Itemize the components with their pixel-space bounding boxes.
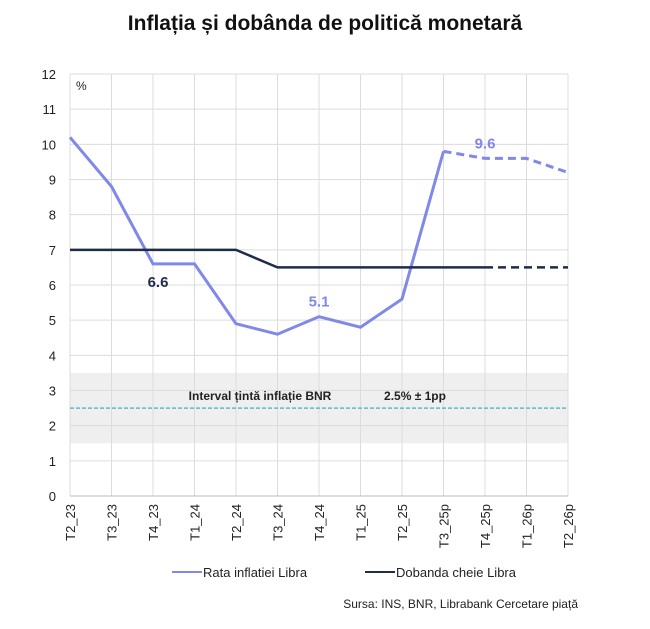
x-tick-label: T4_24 xyxy=(312,504,327,541)
x-tick-label: T2_23 xyxy=(63,504,78,541)
legend-label: Rata inflatiei Libra xyxy=(203,565,308,580)
x-tick-label: T1_26p xyxy=(520,504,535,548)
source-note: Sursa: INS, BNR, Librabank Cercetare pia… xyxy=(343,597,578,611)
y-tick-label: 2 xyxy=(49,419,56,434)
y-tick-label: 8 xyxy=(49,208,56,223)
data-label: 6.6 xyxy=(148,274,169,291)
x-tick-label: T3_25p xyxy=(437,504,452,548)
y-tick-label: 6 xyxy=(49,278,56,293)
legend-label: Dobanda cheie Libra xyxy=(396,565,517,580)
y-tick-label: 1 xyxy=(49,454,56,469)
y-tick-label: 5 xyxy=(49,313,56,328)
x-tick-label: T2_25 xyxy=(395,504,410,541)
x-tick-label: T2_24 xyxy=(229,504,244,541)
x-tick-label: T2_26p xyxy=(561,504,576,548)
data-label: 5.1 xyxy=(309,294,330,311)
y-tick-label: 11 xyxy=(43,102,57,117)
x-tick-label: T1_24 xyxy=(188,504,203,541)
y-tick-label: 9 xyxy=(49,173,56,188)
target-band-value: 2.5% ± 1pp xyxy=(384,389,446,403)
y-tick-label: 12 xyxy=(42,67,56,82)
y-tick-label: 4 xyxy=(49,348,56,363)
target-band-label: Interval țintă inflație BNR xyxy=(189,389,332,403)
y-axis-unit: % xyxy=(76,79,87,93)
series-line-solid xyxy=(70,248,485,269)
y-tick-label: 10 xyxy=(42,137,56,152)
series-line-solid xyxy=(68,136,445,336)
y-tick-label: 3 xyxy=(49,384,56,399)
x-tick-label: T1_25 xyxy=(354,504,369,541)
x-tick-label: T3_23 xyxy=(105,504,120,541)
chart-title: Inflația și dobânda de politică monetară xyxy=(127,12,523,35)
x-tick-label: T4_23 xyxy=(146,504,161,541)
y-tick-label: 0 xyxy=(49,489,56,504)
x-tick-label: T3_24 xyxy=(271,504,286,541)
series-line-forecast xyxy=(443,149,569,174)
x-tick-label: T4_25p xyxy=(478,504,493,548)
y-tick-label: 7 xyxy=(49,243,56,258)
data-label: 9.6 xyxy=(475,135,496,152)
